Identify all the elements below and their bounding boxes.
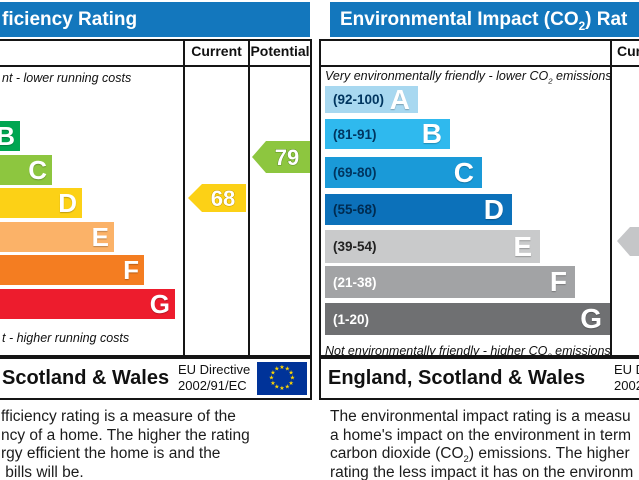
- co2-band-b: (81-91) B: [325, 118, 450, 149]
- energy-eu-directive: EU Directive 2002/91/EC: [178, 362, 250, 394]
- co2-current-column-line: [610, 39, 612, 357]
- energy-footer-region: Scotland & Wales: [2, 367, 170, 389]
- energy-current-column-line: [183, 39, 185, 357]
- co2-current-arrow-icon: [617, 227, 639, 256]
- co2-rating-table: [319, 39, 639, 357]
- co2-eu-directive-line2: 2002: [614, 378, 639, 393]
- co2-top-note: Very environmentally friendly - lower CO…: [325, 69, 612, 86]
- energy-band-b: B: [0, 121, 20, 151]
- energy-band-e-letter: E: [91, 221, 109, 252]
- co2-eu-directive: EU D 2002: [614, 362, 639, 394]
- co2-description-line: carbon dioxide (CO2) emissions. The high…: [330, 445, 630, 466]
- energy-description-line: ncy of a home. The higher the rating: [1, 426, 250, 444]
- energy-bottom-note: t - higher running costs: [2, 331, 130, 345]
- energy-potential-column-line: [248, 39, 250, 357]
- co2-rating-title-bar: Environmental Impact (CO2) Rat: [330, 2, 639, 37]
- co2-band-c: (69-80) C: [325, 157, 482, 188]
- energy-description-line: fficiency rating is a measure of the: [1, 408, 236, 425]
- energy-band-d-letter: D: [58, 187, 77, 218]
- energy-header-divider: [0, 65, 312, 67]
- energy-current-arrow-icon: 68: [188, 184, 246, 212]
- co2-description-line: The environmental impact rating is a mea…: [330, 408, 631, 425]
- co2-band-d-letter: D: [483, 193, 504, 225]
- energy-band-f-letter: F: [123, 254, 139, 285]
- energy-potential-value: 79: [275, 145, 299, 170]
- svg-text:★: ★: [290, 375, 295, 382]
- svg-text:★: ★: [269, 375, 274, 382]
- energy-potential-column-header: Potential: [250, 43, 310, 59]
- svg-text:★: ★: [285, 384, 290, 391]
- co2-description-line: a home's impact on the environment in te…: [330, 426, 632, 444]
- energy-band-g: G: [0, 289, 175, 319]
- co2-bottom-note: Not environmentally friendly - higher CO…: [325, 344, 611, 361]
- co2-band-d-range: (55-68): [333, 202, 377, 217]
- energy-current-value: 68: [211, 186, 235, 211]
- co2-band-f-letter: F: [549, 266, 567, 297]
- co2-eu-directive-line1: EU D: [614, 362, 639, 377]
- co2-band-g-letter: G: [580, 303, 602, 334]
- co2-band-a-letter: A: [389, 83, 410, 115]
- energy-description-line: bills will be.: [1, 464, 84, 480]
- energy-band-c-letter: C: [28, 154, 47, 185]
- energy-eu-directive-line1: EU Directive: [178, 362, 251, 377]
- svg-text:★: ★: [274, 365, 279, 372]
- eu-flag-icon: ★ ★★ ★★★ ★★★ ★★★: [257, 362, 307, 395]
- co2-band-c-range: (69-80): [333, 165, 377, 180]
- energy-current-column-header: Current: [191, 43, 242, 59]
- co2-band-e: (39-54) E: [325, 230, 540, 263]
- energy-potential-arrow-icon: 79: [252, 141, 310, 173]
- co2-band-b-letter: B: [421, 118, 442, 149]
- co2-band-g: (1-20) G: [325, 303, 610, 335]
- energy-band-c: C: [0, 155, 52, 185]
- co2-band-e-letter: E: [513, 230, 532, 262]
- co2-footer-region: England, Scotland & Wales: [328, 367, 586, 389]
- energy-description-line: rgy efficient the home is and the: [1, 445, 221, 463]
- co2-band-b-range: (81-91): [333, 126, 377, 142]
- co2-band-e-range: (39-54): [333, 239, 377, 254]
- co2-band-c-letter: C: [453, 156, 474, 188]
- co2-band-a-range: (92-100): [333, 92, 385, 107]
- svg-text:★: ★: [274, 384, 279, 391]
- svg-text:★: ★: [279, 385, 284, 392]
- svg-text:★: ★: [288, 369, 293, 376]
- energy-band-g-letter: G: [149, 288, 170, 319]
- energy-eu-directive-line2: 2002/91/EC: [178, 378, 247, 393]
- energy-band-d: D: [0, 188, 82, 218]
- co2-footer-box: [319, 357, 639, 400]
- energy-rating-table: [0, 39, 312, 357]
- energy-description: fficiency rating is a measure of the ncy…: [1, 408, 250, 480]
- co2-band-f: (21-38) F: [325, 266, 575, 298]
- svg-text:★: ★: [288, 380, 293, 387]
- co2-band-f-range: (21-38): [333, 274, 377, 290]
- energy-band-e: E: [0, 222, 114, 252]
- energy-rating-title-bar: ficiency Rating: [0, 2, 310, 37]
- co2-band-d: (55-68) D: [325, 194, 512, 225]
- energy-band-b-letter: B: [0, 120, 15, 151]
- svg-text:★: ★: [279, 364, 284, 371]
- svg-text:★: ★: [270, 369, 275, 376]
- energy-rating-title: ficiency Rating: [2, 9, 138, 30]
- co2-header-divider: [321, 65, 639, 67]
- co2-description-line: rating the less impact it has on the env…: [330, 464, 634, 480]
- co2-current-column-header: Cur: [617, 43, 639, 59]
- svg-text:★: ★: [285, 365, 290, 372]
- energy-top-note: nt - lower running costs: [2, 71, 132, 85]
- co2-band-a: (92-100) A: [325, 83, 418, 115]
- co2-description: The environmental impact rating is a mea…: [330, 408, 639, 480]
- co2-rating-title: Environmental Impact (CO2) Rat: [340, 9, 628, 33]
- energy-band-f: F: [0, 255, 144, 285]
- co2-band-g-range: (1-20): [333, 311, 370, 327]
- svg-text:★: ★: [270, 380, 275, 387]
